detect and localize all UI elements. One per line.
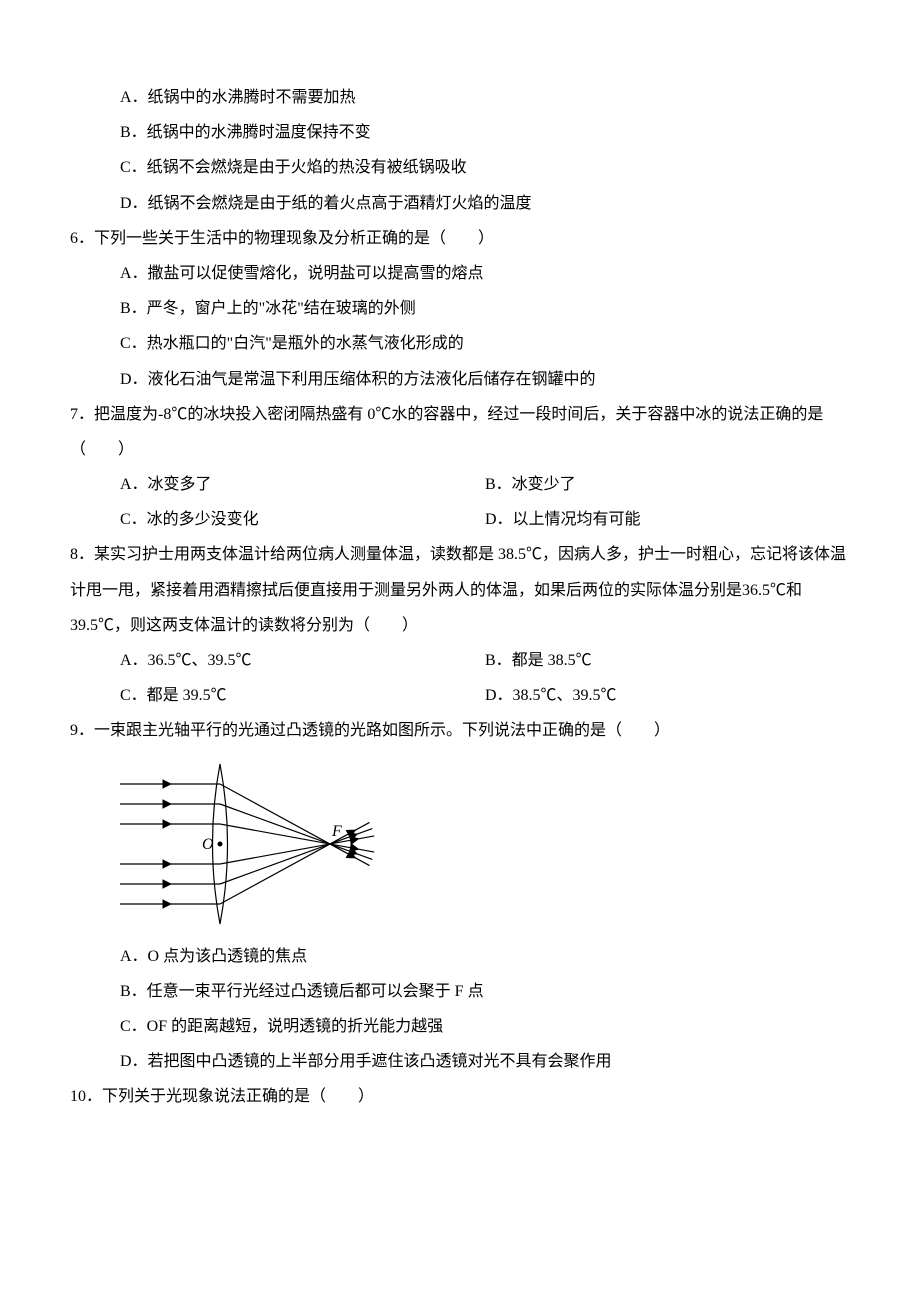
- q9-option-d: D．若把图中凸透镜的上半部分用手遮住该凸透镜对光不具有会聚作用: [70, 1044, 850, 1079]
- option-b: B．纸锅中的水沸腾时温度保持不变: [70, 115, 850, 150]
- q9-option-c: C．OF 的距离越短，说明透镜的折光能力越强: [70, 1009, 850, 1044]
- q8-option-b: B．都是 38.5℃: [485, 643, 850, 678]
- option-c: C．纸锅不会燃烧是由于火焰的热没有被纸锅吸收: [70, 150, 850, 185]
- q7-option-d: D．以上情况均有可能: [485, 502, 850, 537]
- q7-option-c: C．冰的多少没变化: [70, 502, 485, 537]
- q6-option-b: B．严冬，窗户上的"冰花"结在玻璃的外侧: [70, 291, 850, 326]
- q6-option-d: D．液化石油气是常温下利用压缩体积的方法液化后储存在钢罐中的: [70, 362, 850, 397]
- q7-options-row2: C．冰的多少没变化 D．以上情况均有可能: [70, 502, 850, 537]
- q9-diagram: OF: [110, 759, 850, 929]
- option-a: A．纸锅中的水沸腾时不需要加热: [70, 80, 850, 115]
- q8-options-row1: A．36.5℃、39.5℃ B．都是 38.5℃: [70, 643, 850, 678]
- q6-option-c: C．热水瓶口的"白汽"是瓶外的水蒸气液化形成的: [70, 326, 850, 361]
- q8-options-row2: C．都是 39.5℃ D．38.5℃、39.5℃: [70, 678, 850, 713]
- q8-option-d: D．38.5℃、39.5℃: [485, 678, 850, 713]
- q7-options-row1: A．冰变多了 B．冰变少了: [70, 467, 850, 502]
- q6-stem: 6．下列一些关于生活中的物理现象及分析正确的是（ ）: [70, 221, 850, 256]
- q7-option-b: B．冰变少了: [485, 467, 850, 502]
- q9-option-a: A．O 点为该凸透镜的焦点: [70, 939, 850, 974]
- q9-stem: 9．一束跟主光轴平行的光通过凸透镜的光路如图所示。下列说法中正确的是（ ）: [70, 713, 850, 748]
- option-d: D．纸锅不会燃烧是由于纸的着火点高于酒精灯火焰的温度: [70, 186, 850, 221]
- q10-stem: 10．下列关于光现象说法正确的是（ ）: [70, 1079, 850, 1114]
- svg-text:O: O: [202, 836, 214, 853]
- q8-option-c: C．都是 39.5℃: [70, 678, 485, 713]
- q8-stem: 8．某实习护士用两支体温计给两位病人测量体温，读数都是 38.5℃，因病人多，护…: [70, 537, 850, 643]
- q7-stem: 7．把温度为-8℃的冰块投入密闭隔热盛有 0℃水的容器中，经过一段时间后，关于容…: [70, 397, 850, 467]
- svg-text:F: F: [331, 823, 342, 840]
- q8-option-a: A．36.5℃、39.5℃: [70, 643, 485, 678]
- q9-option-b: B．任意一束平行光经过凸透镜后都可以会聚于 F 点: [70, 974, 850, 1009]
- q7-option-a: A．冰变多了: [70, 467, 485, 502]
- convex-lens-diagram: OF: [110, 759, 390, 929]
- q6-option-a: A．撒盐可以促使雪熔化，说明盐可以提高雪的熔点: [70, 256, 850, 291]
